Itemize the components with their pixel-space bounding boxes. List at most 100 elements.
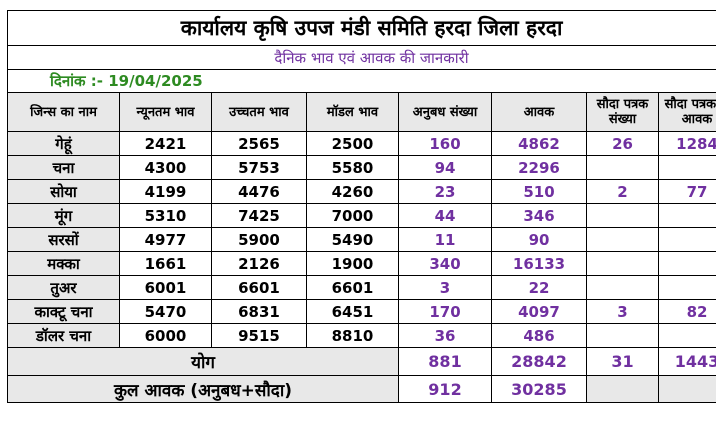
total-anubadh: 912	[398, 375, 492, 403]
sauda-count	[586, 227, 659, 252]
col-header-name: जिन्स का नाम	[7, 92, 120, 132]
anubadh-count: 94	[398, 155, 492, 180]
min-price: 5310	[119, 203, 212, 228]
aavak-value: 16133	[491, 251, 587, 276]
crop-name: चना	[7, 155, 120, 180]
anubadh-count: 44	[398, 203, 492, 228]
sauda-aavak	[657, 275, 716, 300]
model-price: 4260	[306, 179, 399, 204]
model-price: 7000	[306, 203, 399, 228]
table-row: काक्टू चना 5470 6831 6451 170 4097 3 82	[7, 299, 716, 324]
anubadh-count: 36	[398, 323, 492, 348]
table-row: डॉलर चना 6000 9515 8810 36 486	[7, 323, 716, 348]
sauda-count: 2	[586, 179, 659, 204]
crop-name: मक्का	[7, 251, 120, 276]
max-price: 2126	[211, 251, 307, 276]
aavak-value: 486	[491, 323, 587, 348]
table-row: गेहूं 2421 2565 2500 160 4862 26 1284	[7, 131, 716, 156]
total-empty-cell	[657, 375, 716, 403]
model-price: 1900	[306, 251, 399, 276]
aavak-value: 22	[491, 275, 587, 300]
total-row: कुल आवक (अनुबध+सौदा) 912 30285	[7, 375, 716, 403]
crop-name: सरसों	[7, 227, 120, 252]
sauda-count: 3	[586, 299, 659, 324]
max-price: 9515	[211, 323, 307, 348]
col-header-max: उच्चतम भाव	[211, 92, 307, 132]
column-header-row: जिन्स का नाम न्यूनतम भाव उच्चतम भाव मॉडल…	[7, 92, 716, 132]
anubadh-count: 11	[398, 227, 492, 252]
table-row: चना 4300 5753 5580 94 2296	[7, 155, 716, 180]
min-price: 6000	[119, 323, 212, 348]
aavak-value: 2296	[491, 155, 587, 180]
col-header-aavak: आवक	[491, 92, 587, 132]
max-price: 2565	[211, 131, 307, 156]
min-price: 4977	[119, 227, 212, 252]
sauda-count	[586, 251, 659, 276]
page-title: कार्यालय कृषि उपज मंडी समिति हरदा जिला ह…	[6, 10, 716, 46]
anubadh-count: 3	[398, 275, 492, 300]
max-price: 7425	[211, 203, 307, 228]
crop-name: सोया	[7, 179, 120, 204]
sauda-count: 26	[586, 131, 659, 156]
max-price: 6601	[211, 275, 307, 300]
total-empty-cell	[586, 375, 659, 403]
aavak-value: 4097	[491, 299, 587, 324]
crop-name: मूंग	[7, 203, 120, 228]
max-price: 6831	[211, 299, 307, 324]
date-label: दिनांक :- 19/04/2025	[50, 72, 203, 90]
col-header-anubadh: अनुबध संख्या	[398, 92, 492, 132]
min-price: 1661	[119, 251, 212, 276]
aavak-value: 4862	[491, 131, 587, 156]
table-row: सरसों 4977 5900 5490 11 90	[7, 227, 716, 252]
min-price: 4300	[119, 155, 212, 180]
model-price: 6601	[306, 275, 399, 300]
crop-name: गेहूं	[7, 131, 120, 156]
sauda-aavak: 82	[657, 299, 716, 324]
crop-name: काक्टू चना	[7, 299, 120, 324]
min-price: 6001	[119, 275, 212, 300]
col-header-model: मॉडल भाव	[306, 92, 399, 132]
crop-name: डॉलर चना	[7, 323, 120, 348]
yog-aavak: 28842	[491, 347, 587, 376]
model-price: 6451	[306, 299, 399, 324]
sauda-aavak: 1284	[657, 131, 716, 156]
table-row: तुअर 6001 6601 6601 3 22	[7, 275, 716, 300]
total-label: कुल आवक (अनुबध+सौदा)	[7, 375, 399, 403]
min-price: 4199	[119, 179, 212, 204]
anubadh-count: 160	[398, 131, 492, 156]
yog-label: योग	[7, 347, 399, 376]
date-row: दिनांक :- 19/04/2025	[6, 69, 716, 93]
aavak-value: 510	[491, 179, 587, 204]
yog-row: योग 881 28842 31 1443	[7, 347, 716, 376]
total-aavak: 30285	[491, 375, 587, 403]
aavak-value: 346	[491, 203, 587, 228]
col-header-sauda-aavak: सौदा पत्रक से आवक	[657, 92, 716, 132]
model-price: 5580	[306, 155, 399, 180]
anubadh-count: 170	[398, 299, 492, 324]
page-subtitle: दैनिक भाव एवं आवक की जानकारी	[6, 45, 716, 70]
model-price: 8810	[306, 323, 399, 348]
sauda-aavak	[657, 155, 716, 180]
yog-sauda-aavak: 1443	[657, 347, 716, 376]
table-row: मूंग 5310 7425 7000 44 346	[7, 203, 716, 228]
sauda-aavak	[657, 227, 716, 252]
min-price: 2421	[119, 131, 212, 156]
max-price: 4476	[211, 179, 307, 204]
col-header-sauda-count: सौदा पत्रक संख्या	[586, 92, 659, 132]
model-price: 2500	[306, 131, 399, 156]
sauda-aavak	[657, 251, 716, 276]
anubadh-count: 23	[398, 179, 492, 204]
sauda-aavak: 77	[657, 179, 716, 204]
sauda-count	[586, 275, 659, 300]
model-price: 5490	[306, 227, 399, 252]
col-header-min: न्यूनतम भाव	[119, 92, 212, 132]
crop-name: तुअर	[7, 275, 120, 300]
max-price: 5900	[211, 227, 307, 252]
table-row: सोया 4199 4476 4260 23 510 2 77	[7, 179, 716, 204]
table-row: मक्का 1661 2126 1900 340 16133	[7, 251, 716, 276]
yog-anubadh: 881	[398, 347, 492, 376]
anubadh-count: 340	[398, 251, 492, 276]
sauda-aavak	[657, 203, 716, 228]
yog-sauda-count: 31	[586, 347, 659, 376]
